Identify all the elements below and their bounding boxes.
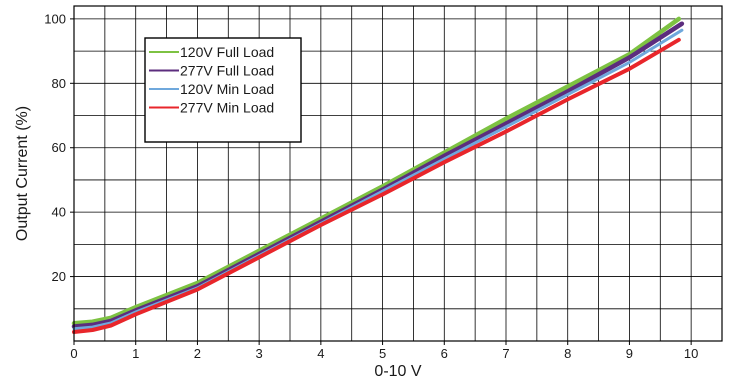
legend-label-2: 120V Min Load bbox=[180, 81, 274, 97]
y-tick-label: 80 bbox=[52, 76, 66, 91]
legend-label-3: 277V Min Load bbox=[180, 100, 274, 116]
x-axis-ticks: 0 1 2 3 4 5 6 7 8 9 10 bbox=[70, 341, 698, 361]
x-tick-label: 6 bbox=[441, 346, 448, 361]
series-line-3 bbox=[72, 37, 681, 334]
y-tick-label: 40 bbox=[52, 205, 66, 220]
plot-frame bbox=[73, 5, 723, 342]
x-tick-label: 1 bbox=[132, 346, 139, 361]
legend-label-1: 277V Full Load bbox=[180, 63, 274, 79]
x-tick-label: 9 bbox=[626, 346, 633, 361]
y-tick-label: 60 bbox=[52, 140, 66, 155]
y-tick-label: 100 bbox=[44, 11, 66, 26]
x-tick-label: 10 bbox=[684, 346, 698, 361]
x-tick-label: 3 bbox=[256, 346, 263, 361]
x-tick-label: 0 bbox=[70, 346, 77, 361]
x-tick-label: 4 bbox=[317, 346, 324, 361]
series-line-0 bbox=[71, 16, 682, 326]
y-axis-title: Output Current (%) bbox=[14, 106, 31, 241]
legend-label-0: 120V Full Load bbox=[180, 44, 274, 60]
y-tick-label: 20 bbox=[52, 269, 66, 284]
x-axis-title: 0-10 V bbox=[374, 363, 421, 380]
y-axis-ticks: 20 40 60 80 100 bbox=[44, 11, 74, 284]
legend: 120V Full Load 277V Full Load 120V Min Loa… bbox=[144, 37, 302, 143]
series-layer bbox=[71, 16, 685, 334]
x-tick-label: 5 bbox=[379, 346, 386, 361]
x-tick-label: 2 bbox=[194, 346, 201, 361]
x-tick-label: 7 bbox=[502, 346, 509, 361]
x-tick-label: 8 bbox=[564, 346, 571, 361]
